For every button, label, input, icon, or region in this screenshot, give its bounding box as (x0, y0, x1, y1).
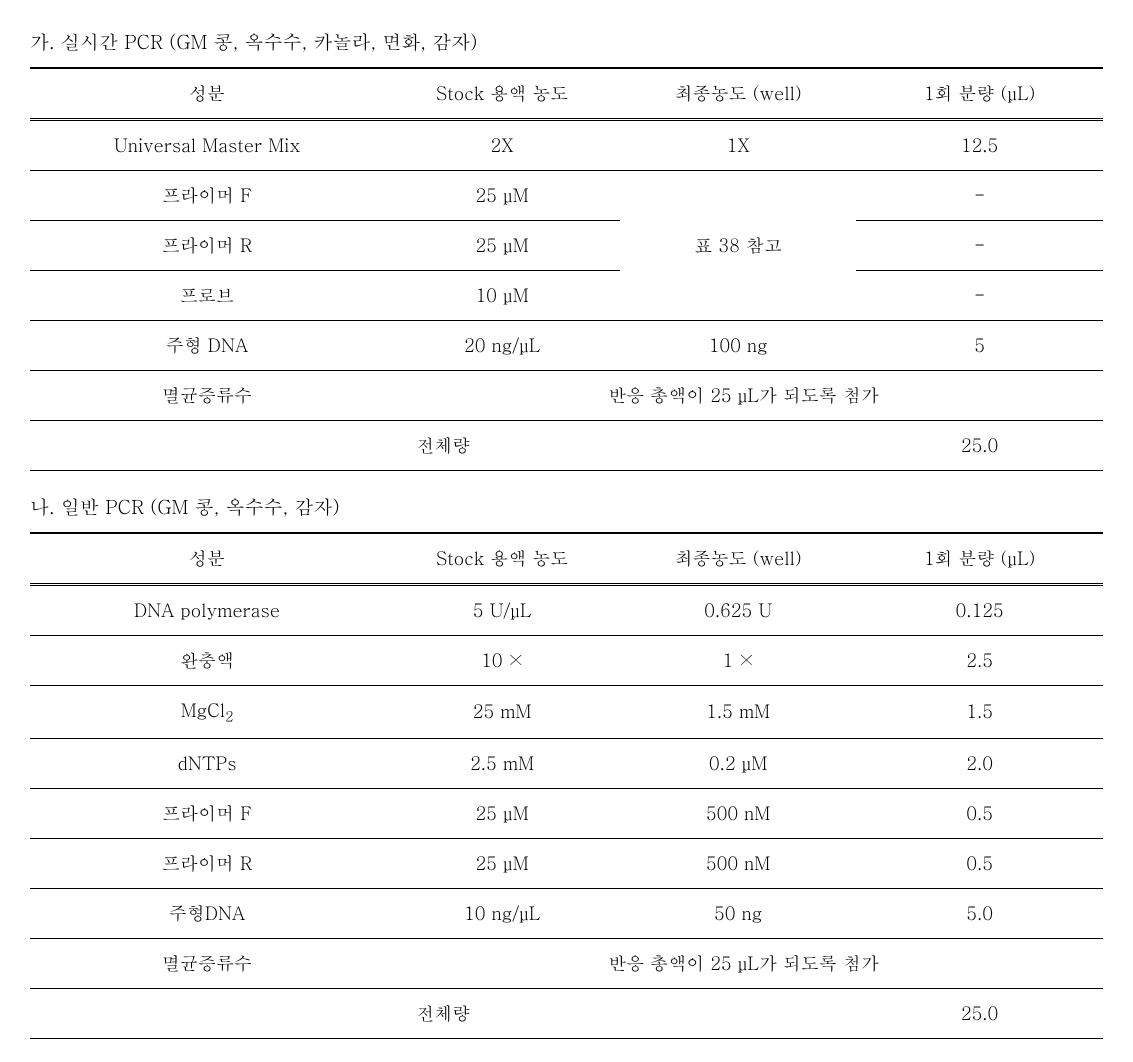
cell: dNTPs (30, 738, 384, 788)
table-row: 프라이머 R 25 μM 500 nM 0.5 (30, 838, 1103, 888)
cell-total-value: 25.0 (856, 988, 1103, 1038)
cell: 12.5 (856, 120, 1103, 171)
table-row: MgCl2 25 mM 1.5 mM 1.5 (30, 686, 1103, 739)
table-row: dNTPs 2.5 mM 0.2 μM 2.0 (30, 738, 1103, 788)
cell: - (856, 171, 1103, 221)
cell: 프라이머 R (30, 221, 384, 271)
table-row: Universal Master Mix 2X 1X 12.5 (30, 120, 1103, 171)
cell: 멸균증류수 (30, 938, 384, 988)
cell: 10 ng/μL (384, 888, 620, 938)
th-component: 성분 (30, 68, 384, 120)
cell: 100 ng (620, 321, 856, 371)
cell: 25 μM (384, 788, 620, 838)
cell: 2.5 (856, 636, 1103, 686)
th-component: 성분 (30, 533, 384, 585)
cell: 1X (620, 120, 856, 171)
cell: 500 nM (620, 788, 856, 838)
cell-total-value: 25.0 (856, 421, 1103, 471)
cell: 2.5 mM (384, 738, 620, 788)
cell-merged: 반응 총액이 25 μL가 되도록 첨가 (384, 938, 1103, 988)
cell: 0.2 μM (620, 738, 856, 788)
th-volume: 1회 분량 (μL) (856, 533, 1103, 585)
cell: 프라이머 F (30, 788, 384, 838)
cell: 500 nM (620, 838, 856, 888)
table-row-total: 전체량 25.0 (30, 988, 1103, 1038)
th-final: 최종농도 (well) (620, 68, 856, 120)
cell: 5.0 (856, 888, 1103, 938)
cell: 1 × (620, 636, 856, 686)
cell: 20 ng/μL (384, 321, 620, 371)
cell: 멸균증류수 (30, 371, 384, 421)
cell: 5 (856, 321, 1103, 371)
section-b-title: 나. 일반 PCR (GM 콩, 옥수수, 감자) (30, 493, 1103, 520)
cell-merged: 표 38 참고 (620, 171, 856, 321)
cell: 2X (384, 120, 620, 171)
cell: - (856, 221, 1103, 271)
table-row: 프라이머 F 25 μM 표 38 참고 - (30, 171, 1103, 221)
cell-merged: 반응 총액이 25 μL가 되도록 첨가 (384, 371, 1103, 421)
cell-mgcl2: MgCl2 (30, 686, 384, 739)
table-b-header-row: 성분 Stock 용액 농도 최종농도 (well) 1회 분량 (μL) (30, 533, 1103, 585)
cell: 프라이머 R (30, 838, 384, 888)
table-row: 프라이머 R 25 μM - (30, 221, 1103, 271)
cell: 50 ng (620, 888, 856, 938)
th-volume: 1회 분량 (μL) (856, 68, 1103, 120)
cell: 25 μM (384, 838, 620, 888)
table-a-header-row: 성분 Stock 용액 농도 최종농도 (well) 1회 분량 (μL) (30, 68, 1103, 120)
table-row: DNA polymerase 5 U/μL 0.625 U 0.125 (30, 585, 1103, 636)
table-row: 멸균증류수 반응 총액이 25 μL가 되도록 첨가 (30, 938, 1103, 988)
cell-total-label: 전체량 (30, 988, 856, 1038)
cell: 5 U/μL (384, 585, 620, 636)
cell: 완충액 (30, 636, 384, 686)
cell: Universal Master Mix (30, 120, 384, 171)
cell: 25 mM (384, 686, 620, 739)
cell: 10 μM (384, 271, 620, 321)
cell: DNA polymerase (30, 585, 384, 636)
th-final: 최종농도 (well) (620, 533, 856, 585)
cell: 0.5 (856, 788, 1103, 838)
mgcl-base: MgCl (181, 698, 226, 723)
table-row: 주형 DNA 20 ng/μL 100 ng 5 (30, 321, 1103, 371)
cell: 프라이머 F (30, 171, 384, 221)
table-a: 성분 Stock 용액 농도 최종농도 (well) 1회 분량 (μL) Un… (30, 67, 1103, 471)
section-a-title: 가. 실시간 PCR (GM 콩, 옥수수, 카놀라, 면화, 감자) (30, 28, 1103, 55)
cell: 2.0 (856, 738, 1103, 788)
cell-total-label: 전체량 (30, 421, 856, 471)
cell: 0.625 U (620, 585, 856, 636)
cell: 0.5 (856, 838, 1103, 888)
cell: 10 × (384, 636, 620, 686)
th-stock: Stock 용액 농도 (384, 68, 620, 120)
table-row: 프로브 10 μM - (30, 271, 1103, 321)
mgcl-sub: 2 (225, 706, 233, 726)
cell: 프로브 (30, 271, 384, 321)
cell: 0.125 (856, 585, 1103, 636)
cell: 주형DNA (30, 888, 384, 938)
table-row: 완충액 10 × 1 × 2.5 (30, 636, 1103, 686)
table-row-total: 전체량 25.0 (30, 421, 1103, 471)
cell: 25 μM (384, 221, 620, 271)
th-stock: Stock 용액 농도 (384, 533, 620, 585)
cell: 주형 DNA (30, 321, 384, 371)
table-row: 주형DNA 10 ng/μL 50 ng 5.0 (30, 888, 1103, 938)
cell: 1.5 mM (620, 686, 856, 739)
table-row: 프라이머 F 25 μM 500 nM 0.5 (30, 788, 1103, 838)
table-b: 성분 Stock 용액 농도 최종농도 (well) 1회 분량 (μL) DN… (30, 532, 1103, 1039)
cell: 1.5 (856, 686, 1103, 739)
cell: - (856, 271, 1103, 321)
cell: 25 μM (384, 171, 620, 221)
table-row: 멸균증류수 반응 총액이 25 μL가 되도록 첨가 (30, 371, 1103, 421)
